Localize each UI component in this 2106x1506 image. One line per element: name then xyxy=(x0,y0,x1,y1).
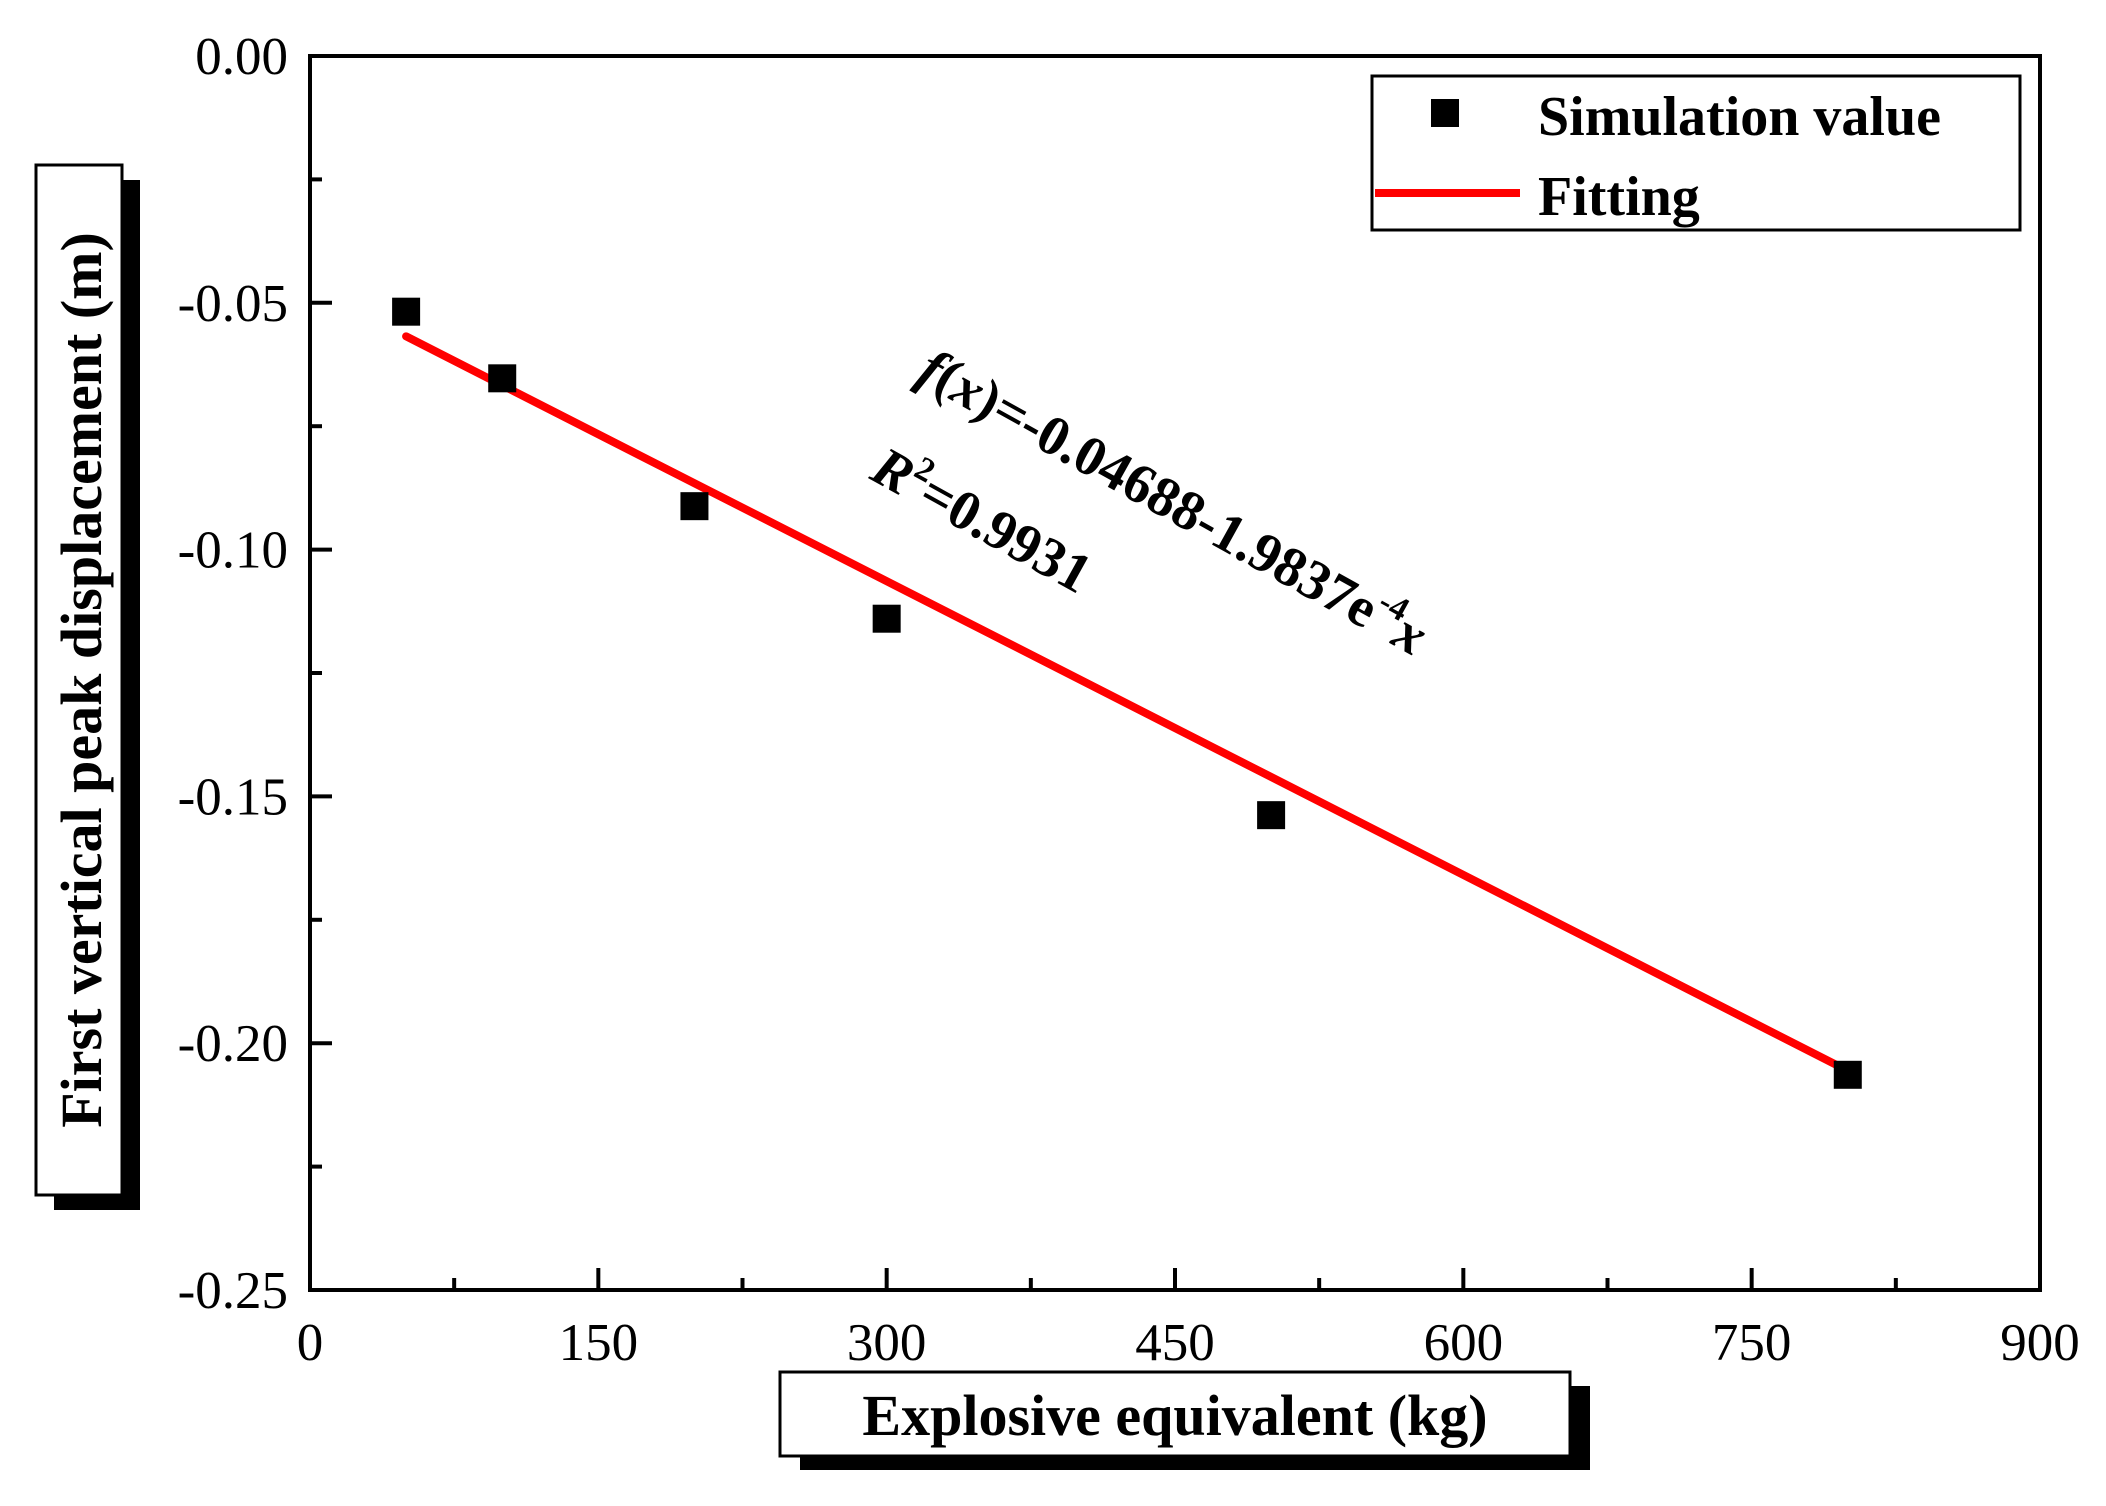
y-axis-ticks xyxy=(310,54,332,1292)
legend-box xyxy=(1370,74,2022,232)
y-tick-label: -0.15 xyxy=(178,768,288,826)
x-axis-ticks xyxy=(308,1268,2042,1290)
legend: Simulation value Fitting xyxy=(1370,74,2022,232)
legend-marker-simulation xyxy=(1431,99,1459,127)
simulation-point xyxy=(872,604,901,633)
x-tick-label: 750 xyxy=(1712,1314,1792,1372)
simulation-points xyxy=(392,297,1862,1089)
fitting-line xyxy=(402,332,1852,1075)
x-tick-label: 0 xyxy=(297,1314,324,1372)
x-tick-label: 900 xyxy=(2000,1314,2080,1372)
y-tick-label: -0.20 xyxy=(178,1015,288,1073)
legend-label-fitting: Fitting xyxy=(1538,166,1700,228)
x-axis-title-box xyxy=(778,1370,1572,1458)
x-tick-label: 450 xyxy=(1135,1314,1215,1372)
y-tick-label: 0.00 xyxy=(195,28,288,86)
x-tick-label: 300 xyxy=(847,1314,927,1372)
y-tick-label: -0.10 xyxy=(178,522,288,580)
y-axis-title-group: First vertical peak displacement (m) xyxy=(34,163,140,1210)
x-tick-label: 600 xyxy=(1424,1314,1504,1372)
x-axis-tick-labels: 0 150 300 450 600 750 900 xyxy=(297,1314,2080,1372)
x-axis-title: Explosive equivalent (kg) xyxy=(862,1383,1487,1448)
y-axis-title-box xyxy=(34,163,124,1197)
simulation-point xyxy=(488,364,517,393)
simulation-point xyxy=(1257,801,1286,830)
y-tick-label: -0.05 xyxy=(178,275,288,333)
x-axis-title-group: Explosive equivalent (kg) xyxy=(778,1370,1590,1470)
x-tick-label: 150 xyxy=(559,1314,639,1372)
simulation-point xyxy=(680,492,709,521)
legend-label-simulation: Simulation value xyxy=(1538,86,1941,148)
simulation-point xyxy=(392,297,421,326)
y-axis-title: First vertical peak displacement (m) xyxy=(49,232,114,1128)
y-axis-tick-labels: 0.00 -0.05 -0.10 -0.15 -0.20 -0.25 xyxy=(178,28,288,1320)
plot-frame xyxy=(308,54,2042,1292)
simulation-point xyxy=(1833,1060,1862,1089)
y-tick-label: -0.25 xyxy=(178,1262,288,1320)
